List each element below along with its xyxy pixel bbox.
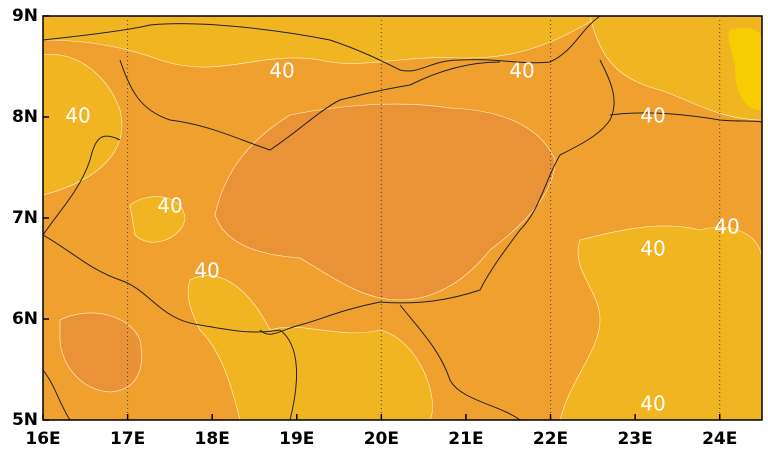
map-field: [43, 16, 762, 420]
contour-label: 40: [269, 59, 294, 83]
cool-region: [59, 312, 142, 393]
x-tick-label: 16E: [25, 429, 60, 449]
y-tick-label: 9N: [12, 6, 38, 26]
warm-region: [559, 225, 762, 420]
border: [609, 112, 762, 123]
contour-label: 40: [509, 59, 534, 83]
y-tick-label: 8N: [12, 107, 38, 127]
border: [43, 135, 121, 236]
contour-label: 40: [157, 194, 182, 218]
x-tick-label: 20E: [364, 429, 399, 449]
contour-label: 40: [640, 392, 665, 416]
contour-label: 40: [65, 104, 90, 128]
warm-region: [187, 275, 433, 420]
x-tick-label: 17E: [110, 429, 145, 449]
border: [43, 16, 601, 72]
warm-region: [43, 54, 123, 196]
warm-region: [43, 16, 601, 68]
x-tick-label: 19E: [279, 429, 314, 449]
cool-region: [214, 103, 556, 301]
x-tick-label: 22E: [533, 429, 568, 449]
border: [43, 234, 281, 333]
contour-label: 40: [640, 237, 665, 261]
x-tick-label: 18E: [195, 429, 230, 449]
border: [399, 304, 521, 420]
x-tick-label: 21E: [448, 429, 483, 449]
warm-region: [129, 196, 186, 243]
y-tick-label: 6N: [12, 309, 38, 329]
y-tick-label: 5N: [12, 410, 38, 430]
contour-label: 40: [194, 259, 219, 283]
x-tick-label: 23E: [617, 429, 652, 449]
x-tick-label: 24E: [702, 429, 737, 449]
border: [259, 59, 615, 335]
contour-label: 40: [714, 215, 739, 239]
hot-region: [728, 28, 762, 111]
border: [43, 369, 71, 420]
contour-label: 40: [640, 104, 665, 128]
warm-region: [589, 16, 762, 121]
y-tick-label: 7N: [12, 208, 38, 228]
border: [279, 329, 297, 420]
border: [119, 59, 501, 151]
